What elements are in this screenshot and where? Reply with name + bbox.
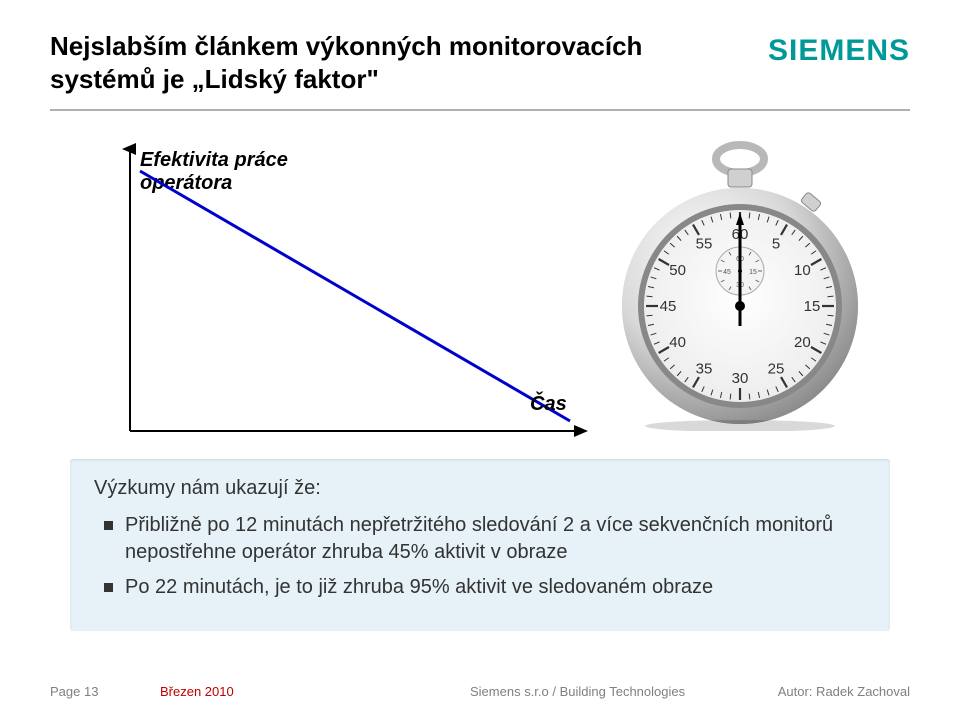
footer: Page 13 Březen 2010 Siemens s.r.o / Buil… — [0, 676, 960, 716]
footer-date: Březen 2010 — [160, 684, 470, 699]
bullets-lead: Výzkumy nám ukazují že: — [94, 477, 866, 500]
bullet-item: Po 22 minutách, je to již zhruba 95% akt… — [104, 574, 866, 601]
footer-center: Siemens s.r.o / Building Technologies — [470, 684, 778, 699]
svg-text:50: 50 — [669, 262, 686, 279]
svg-text:35: 35 — [696, 360, 713, 377]
stopwatch-icon: 60510152025303540455055 60153045 — [610, 141, 870, 431]
chart-area: Efektivita práce operátora Čas — [50, 141, 910, 451]
bullets-box: Výzkumy nám ukazují že: Přibližně po 12 … — [70, 459, 890, 631]
bullet-marker-icon — [104, 583, 113, 592]
svg-text:45: 45 — [660, 298, 677, 315]
stopwatch-center-pin — [735, 301, 745, 311]
trend-line — [140, 171, 570, 421]
svg-text:45: 45 — [723, 269, 731, 276]
svg-text:30: 30 — [732, 370, 749, 387]
footer-author: Autor: Radek Zachoval — [778, 684, 910, 699]
bullet-marker-icon — [104, 521, 113, 530]
svg-text:15: 15 — [749, 269, 757, 276]
title-block: Nejslabším článkem výkonných monitorovac… — [50, 30, 642, 95]
stopwatch-shadow — [645, 420, 835, 431]
title-line-2: systémů je „Lidský faktor" — [50, 64, 379, 94]
title-line-1: Nejslabším článkem výkonných monitorovac… — [50, 31, 642, 61]
brand-logo: SIEMENS — [768, 34, 910, 68]
bullet-text: Přibližně po 12 minutách nepřetržitého s… — [125, 512, 866, 566]
footer-row: Page 13 Březen 2010 Siemens s.r.o / Buil… — [0, 684, 960, 699]
stopwatch-crown — [728, 169, 752, 187]
page-title: Nejslabším článkem výkonných monitorovac… — [50, 30, 642, 95]
svg-text:55: 55 — [696, 236, 713, 253]
slide: Nejslabším článkem výkonných monitorovac… — [0, 0, 960, 716]
header: Nejslabším článkem výkonných monitorovac… — [50, 30, 910, 95]
footer-page: Page 13 — [50, 684, 160, 699]
chart-xlabel: Čas — [530, 393, 567, 416]
line-chart — [110, 141, 590, 441]
svg-text:15: 15 — [804, 298, 821, 315]
svg-text:10: 10 — [794, 262, 811, 279]
svg-text:5: 5 — [772, 236, 780, 253]
title-underline — [50, 109, 910, 111]
svg-text:40: 40 — [669, 334, 686, 351]
bullet-item: Přibližně po 12 minutách nepřetržitého s… — [104, 512, 866, 566]
svg-text:20: 20 — [794, 334, 811, 351]
svg-text:25: 25 — [768, 360, 785, 377]
bullet-text: Po 22 minutách, je to již zhruba 95% akt… — [125, 574, 713, 601]
